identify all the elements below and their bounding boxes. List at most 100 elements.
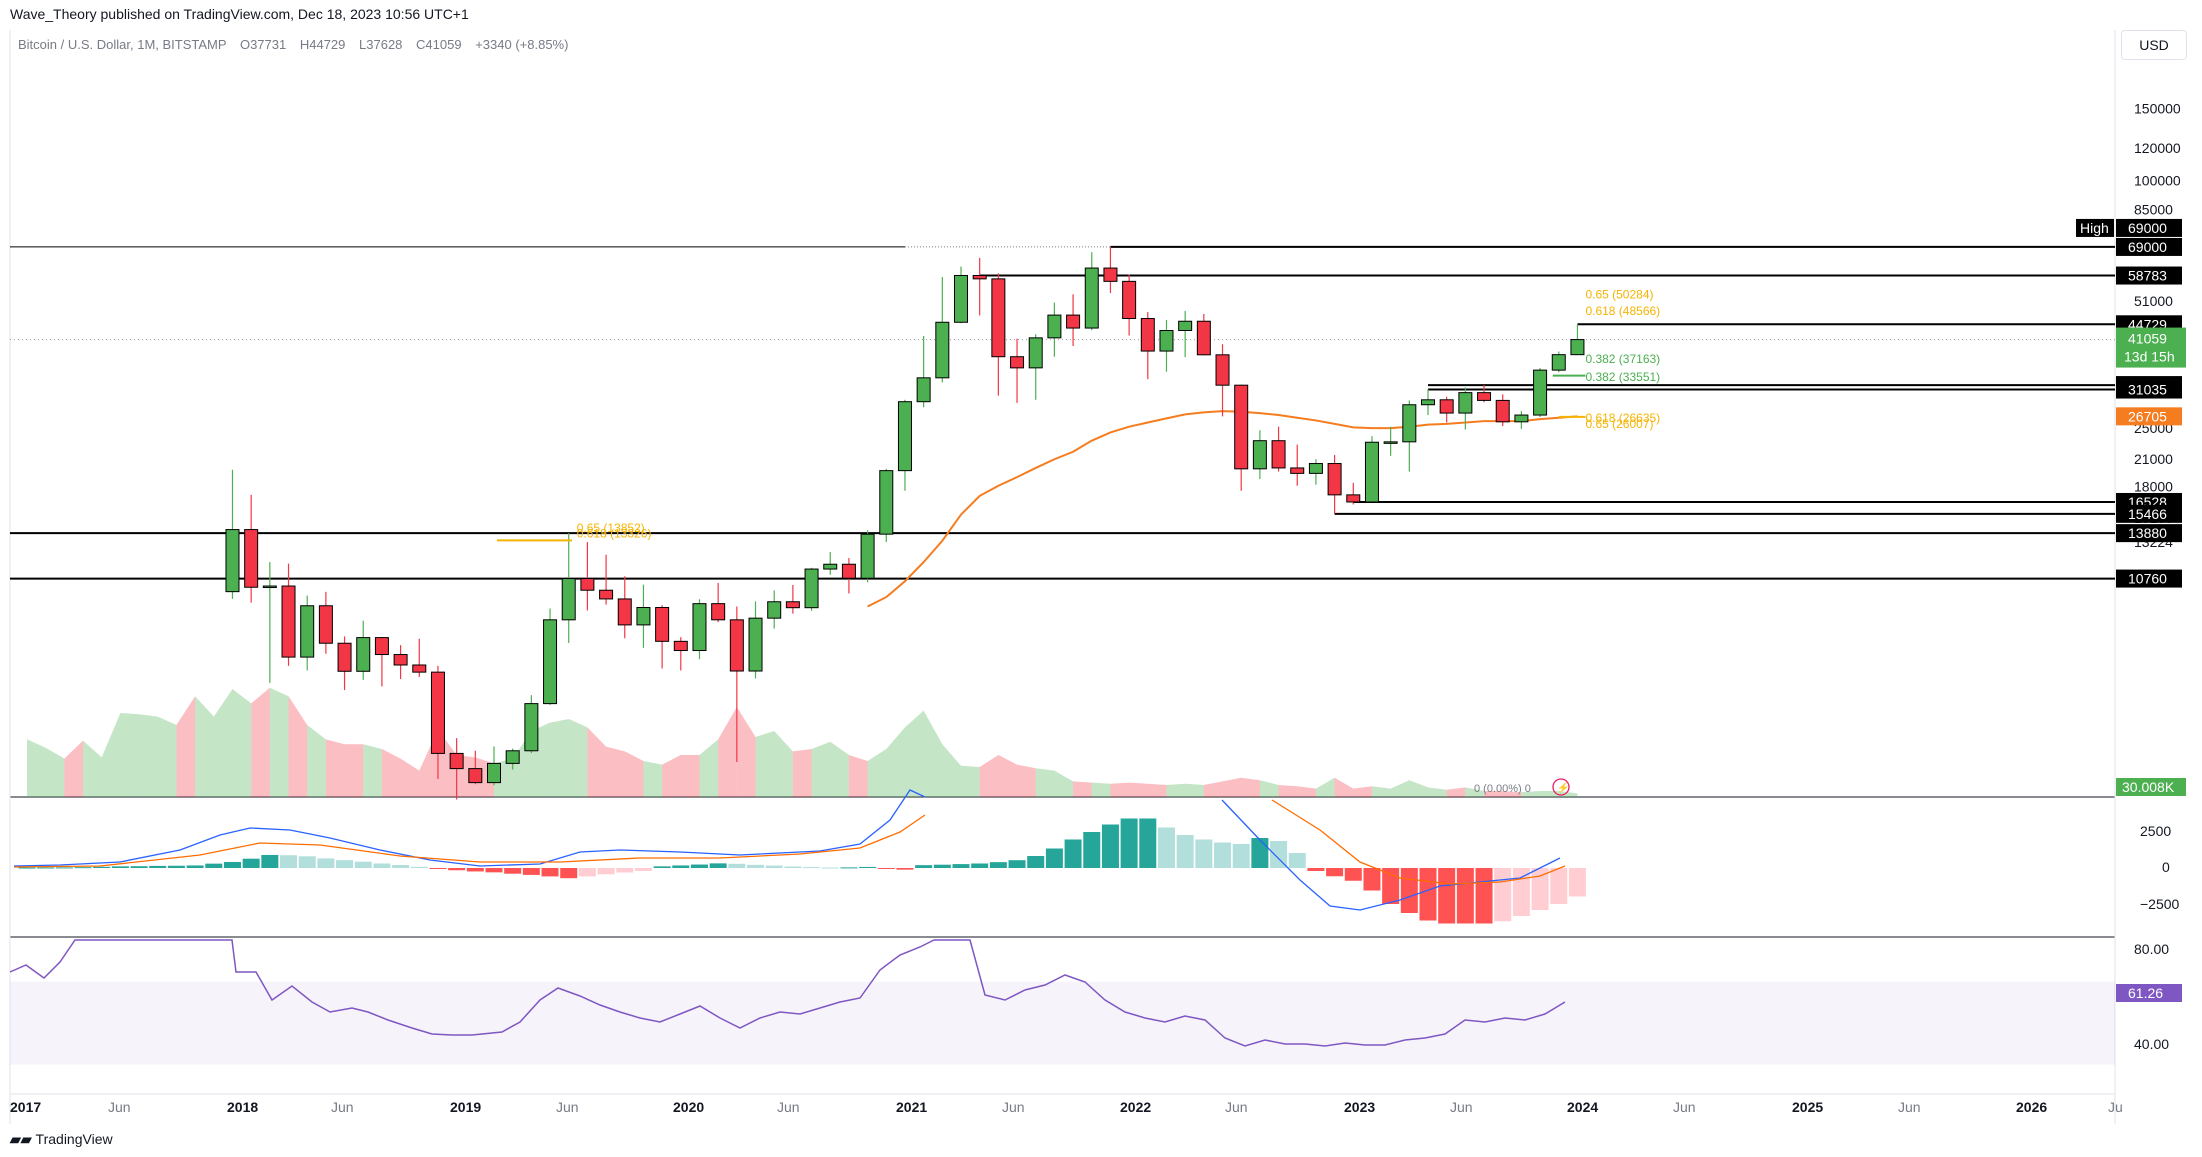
volume-value-text: 30.008K	[2122, 779, 2175, 795]
candle-body	[1140, 318, 1155, 352]
time-tick-label: 2024	[1567, 1099, 1598, 1115]
volume-segment	[961, 765, 980, 797]
time-tick-label: 2020	[673, 1099, 704, 1115]
macd-histogram-bar	[690, 864, 708, 868]
macd-histogram-bar	[560, 868, 578, 879]
macd-histogram-bar	[597, 868, 615, 875]
macd-histogram-bar	[1456, 868, 1474, 924]
fib-label: 0.618 (48566)	[1585, 304, 1660, 318]
candle-body	[244, 529, 259, 588]
candle-body	[1458, 392, 1473, 414]
volume-segment	[307, 725, 326, 797]
volume-segment	[1222, 777, 1242, 797]
candle-body	[991, 278, 1006, 358]
price-label-text: 10760	[2128, 571, 2167, 587]
macd-histogram-bar	[317, 858, 335, 868]
volume-value-box	[2116, 778, 2186, 796]
volume-segment	[1185, 783, 1204, 797]
volume-segment	[27, 739, 46, 797]
volume-segment	[1035, 768, 1055, 797]
last-price-box	[2116, 327, 2186, 368]
candle-body	[1514, 414, 1529, 423]
price-label-text: 31035	[2128, 382, 2167, 398]
price-label-box	[2116, 266, 2182, 285]
volume-segment	[587, 727, 607, 797]
rsi-value-text: 61.26	[2128, 985, 2163, 1001]
candle-body	[1477, 392, 1492, 401]
macd-tick-label: 0	[2162, 859, 2170, 875]
volume-segment	[550, 719, 569, 797]
currency-button[interactable]: USD	[2121, 30, 2187, 60]
time-tick-label: 2017	[10, 1099, 41, 1115]
macd-histogram-bar	[747, 864, 765, 868]
candle-body	[449, 752, 464, 770]
volume-segment	[942, 744, 961, 797]
volume-segment	[1073, 781, 1092, 797]
macd-histogram-bar	[915, 865, 933, 868]
high-tag-text: High	[2080, 220, 2109, 236]
macd-histogram-bar	[765, 865, 783, 868]
price-tick-label: 150000	[2134, 100, 2181, 116]
candle-body	[1196, 320, 1211, 356]
volume-segment	[1465, 787, 1485, 797]
candle-body	[580, 578, 595, 591]
candle-body	[356, 637, 371, 672]
candle-body	[505, 750, 520, 764]
candle-body	[1028, 337, 1043, 369]
fib-label: 0.65 (26007)	[1585, 417, 1653, 431]
candle-body	[1439, 399, 1454, 414]
macd-histogram-bar	[859, 866, 877, 868]
candle-body	[655, 607, 670, 642]
candle-body	[1084, 267, 1099, 329]
macd-histogram-bar	[205, 863, 223, 868]
volume-segment	[176, 696, 196, 797]
volume-segment	[1446, 787, 1466, 797]
macd-histogram-bar	[1419, 868, 1437, 921]
macd-histogram-bar	[149, 865, 167, 868]
price-label-text: 15466	[2128, 506, 2167, 522]
macd-histogram-bar	[74, 867, 92, 869]
macd-histogram-bar	[1363, 868, 1381, 891]
candle-body	[673, 640, 688, 652]
macd-histogram-bar	[541, 868, 559, 877]
ohlc-low: L37628	[359, 37, 403, 52]
candle-body	[1271, 440, 1286, 469]
macd-histogram-bar	[1008, 860, 1026, 868]
candle-body	[262, 585, 277, 589]
candle-body	[1066, 314, 1081, 329]
macd-histogram-bar	[1568, 868, 1586, 897]
price-label-box	[2116, 504, 2182, 523]
candle-body	[1533, 369, 1548, 416]
time-tick-label: 2018	[227, 1099, 258, 1115]
high-value-text: 69000	[2128, 220, 2167, 236]
candle-body	[767, 601, 782, 619]
volume-segment	[1409, 780, 1428, 797]
signal-line	[13, 814, 926, 868]
macd-histogram-bar	[653, 866, 671, 868]
symbol-title: Bitcoin / U.S. Dollar, 1M, BITSTAMP	[18, 37, 227, 52]
candle-body	[524, 703, 539, 752]
macd-histogram-bar	[1083, 832, 1101, 868]
macd-histogram-bar	[1550, 868, 1568, 904]
candle-body	[935, 321, 950, 379]
macd-histogram-bar	[429, 868, 447, 869]
candle-body	[1234, 384, 1249, 470]
candle-body	[692, 603, 707, 652]
macd-histogram-bar	[485, 868, 503, 873]
volume-segment	[325, 739, 345, 797]
lightning-glyph: ⚡	[1557, 781, 1569, 794]
rsi-band	[10, 981, 2115, 1065]
volume-segment	[736, 707, 756, 797]
macd-histogram-bar	[1195, 839, 1213, 868]
volume-segment	[120, 713, 140, 797]
macd-histogram-bar	[728, 863, 746, 868]
time-tick-label: Jun	[1225, 1099, 1248, 1115]
price-tick-label: 120000	[2134, 140, 2181, 156]
volume-segment	[606, 746, 625, 797]
candle-body	[300, 605, 315, 658]
candle-body	[916, 377, 931, 403]
volume-segment	[1017, 764, 1036, 797]
macd-histogram-bar	[952, 864, 970, 868]
macd-histogram-bar	[616, 868, 634, 873]
macd-tick-label: −2500	[2140, 896, 2180, 912]
